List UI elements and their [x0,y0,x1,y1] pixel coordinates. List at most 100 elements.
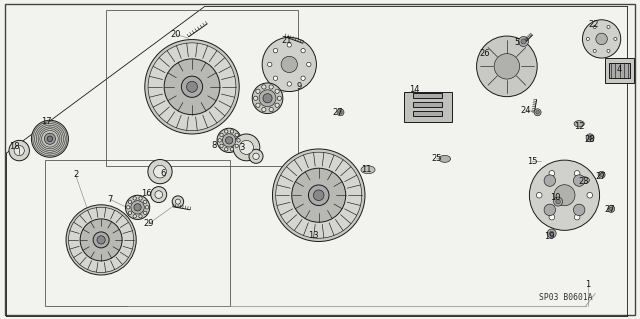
Circle shape [230,148,234,151]
Bar [413,93,442,98]
Circle shape [574,171,580,176]
Circle shape [544,204,556,216]
Text: 13: 13 [308,231,319,240]
Circle shape [218,139,221,142]
Circle shape [276,152,362,238]
Circle shape [301,76,305,80]
Circle shape [14,145,24,156]
Circle shape [230,130,234,133]
Bar [413,111,442,116]
Circle shape [269,108,273,112]
Text: 7: 7 [108,195,113,204]
Circle shape [47,136,52,142]
Circle shape [281,56,298,73]
Text: 9: 9 [297,82,302,91]
Text: 17: 17 [41,117,51,126]
Text: 1: 1 [585,280,590,289]
Text: 26: 26 [480,49,490,58]
Circle shape [139,215,142,218]
Circle shape [287,82,291,86]
Text: 27: 27 [604,205,614,214]
Circle shape [593,49,596,52]
Circle shape [554,185,575,206]
Circle shape [262,108,266,112]
Circle shape [154,165,166,178]
Bar [404,92,452,122]
Circle shape [598,171,605,178]
Circle shape [131,201,144,214]
Text: 19: 19 [544,232,554,241]
Circle shape [133,197,136,200]
Circle shape [217,128,241,152]
Ellipse shape [578,177,589,184]
Text: 15: 15 [527,157,538,166]
Circle shape [148,43,236,131]
Circle shape [262,37,316,92]
Bar [605,58,634,83]
Text: 2: 2 [73,170,78,179]
Circle shape [164,59,220,115]
Circle shape [31,120,68,157]
Circle shape [337,109,344,116]
Circle shape [145,40,239,134]
Circle shape [275,89,279,93]
Text: 29: 29 [143,219,154,228]
Circle shape [133,215,136,218]
Circle shape [186,81,198,92]
Text: 23: 23 [579,177,589,186]
Text: 12: 12 [574,122,584,130]
Text: 11: 11 [361,165,371,174]
Circle shape [307,62,311,67]
Circle shape [273,149,365,241]
Ellipse shape [574,121,584,127]
Circle shape [66,205,136,275]
Circle shape [477,36,537,97]
Circle shape [220,133,223,137]
Circle shape [607,49,610,52]
Circle shape [547,229,556,238]
Circle shape [529,160,600,230]
Circle shape [143,200,147,204]
Text: 14: 14 [410,85,420,94]
Text: 25: 25 [431,154,442,163]
Text: 6: 6 [161,169,166,178]
Circle shape [608,205,614,212]
Circle shape [275,103,279,108]
Ellipse shape [439,155,451,162]
Circle shape [259,90,276,107]
Circle shape [549,171,555,176]
Circle shape [556,199,561,204]
Circle shape [339,111,342,114]
Circle shape [287,43,291,47]
Circle shape [128,211,132,215]
Circle shape [145,206,148,209]
Text: SP03 B0601A: SP03 B0601A [539,293,593,302]
Circle shape [68,207,134,272]
Circle shape [586,37,589,41]
Circle shape [534,109,541,116]
Circle shape [607,26,610,28]
Circle shape [573,175,585,186]
Circle shape [93,232,109,248]
Text: 5: 5 [515,38,520,47]
Circle shape [277,96,282,100]
Circle shape [220,144,223,148]
Circle shape [256,103,260,108]
Text: 10: 10 [550,193,561,202]
Text: 21: 21 [282,36,292,45]
Circle shape [308,185,329,205]
Text: 24: 24 [521,106,531,115]
Bar [106,10,298,166]
Circle shape [239,140,253,154]
Circle shape [233,134,260,161]
Text: 27: 27 [333,108,343,117]
Circle shape [574,214,580,220]
Circle shape [609,207,613,211]
Circle shape [593,26,596,28]
Circle shape [292,168,346,222]
Bar [609,63,630,78]
Circle shape [237,139,240,142]
Circle shape [256,89,260,93]
Circle shape [253,153,259,160]
Circle shape [143,211,147,215]
